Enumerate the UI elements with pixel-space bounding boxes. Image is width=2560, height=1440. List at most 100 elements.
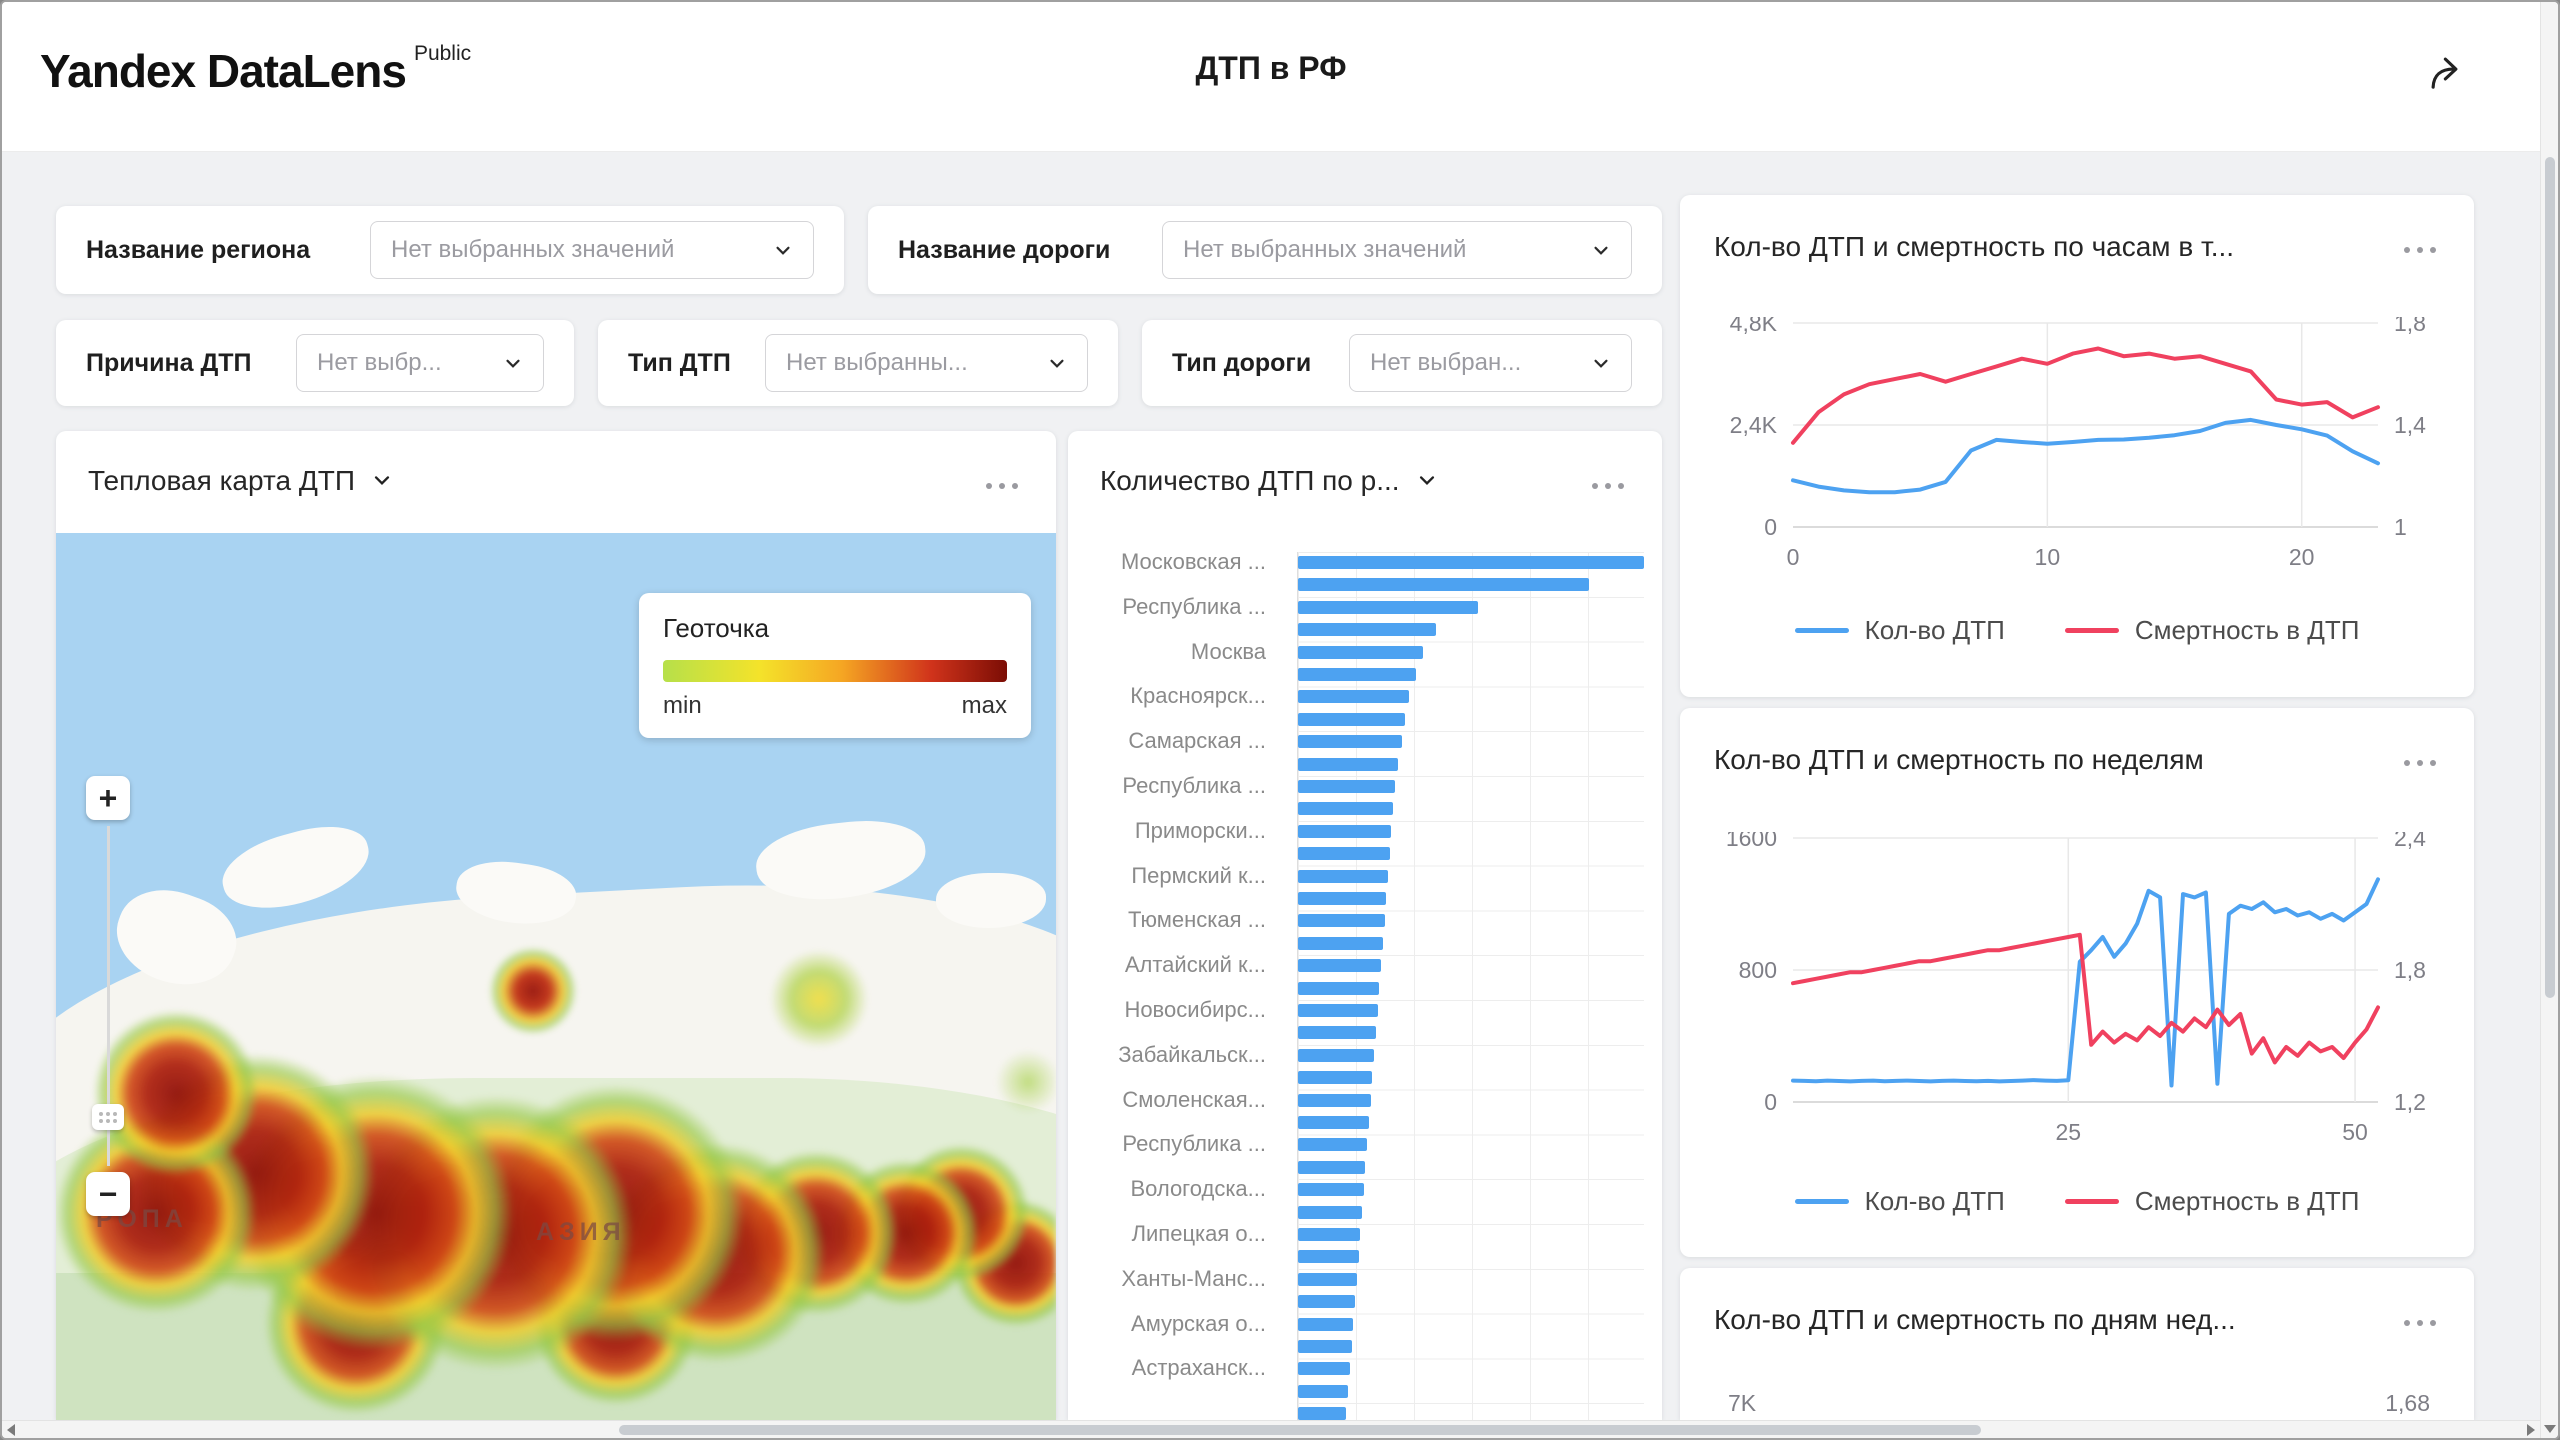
bar[interactable] xyxy=(1298,735,1402,749)
bar[interactable] xyxy=(1298,1160,1366,1174)
bar[interactable] xyxy=(1298,1272,1357,1286)
arrow-right-icon xyxy=(2527,1424,2535,1436)
zoom-out-button[interactable]: − xyxy=(86,1172,130,1216)
bar-category-label: Республика ... xyxy=(1122,1131,1266,1157)
bar[interactable] xyxy=(1298,1071,1373,1085)
road-type-select[interactable]: Нет выбран... xyxy=(1349,334,1632,392)
bar[interactable] xyxy=(1298,1317,1354,1331)
bar[interactable] xyxy=(1298,959,1382,973)
heatmap-card: Тепловая карта ДТП РОПА АЗИЯ Геоточка xyxy=(56,431,1056,1420)
vertical-scrollbar-thumb[interactable] xyxy=(2545,157,2555,998)
bar[interactable] xyxy=(1298,936,1383,950)
horizontal-scrollbar-thumb[interactable] xyxy=(619,1425,1981,1435)
bar[interactable] xyxy=(1298,578,1589,592)
bar[interactable] xyxy=(1298,1093,1371,1107)
vertical-scrollbar[interactable] xyxy=(2540,2,2558,1438)
accident-type-select[interactable]: Нет выбранны... xyxy=(765,334,1088,392)
bar[interactable] xyxy=(1298,1250,1359,1264)
bar[interactable] xyxy=(1298,914,1385,928)
bar[interactable] xyxy=(1298,847,1390,861)
legend-max-label: max xyxy=(961,692,1007,719)
bar[interactable] xyxy=(1298,981,1380,995)
hours-chart-menu-button[interactable] xyxy=(2398,241,2442,259)
bar[interactable] xyxy=(1298,1362,1350,1376)
chevron-down-icon xyxy=(374,476,390,486)
bar[interactable] xyxy=(1298,1183,1364,1197)
bar[interactable] xyxy=(1298,892,1387,905)
svg-text:50: 50 xyxy=(2342,1119,2368,1145)
bar[interactable] xyxy=(1298,690,1409,704)
weekday-chart-menu-button[interactable] xyxy=(2398,1314,2442,1332)
legend-item[interactable]: Смертность в ДТП xyxy=(2064,1186,2359,1217)
bar-plot-area[interactable] xyxy=(1297,552,1644,1420)
legend-item[interactable]: Кол-во ДТП xyxy=(1794,615,2005,646)
weekday-chart-card: Кол-во ДТП и смертность по дням нед... 7… xyxy=(1680,1268,2474,1420)
region-select[interactable]: Нет выбранных значений xyxy=(370,221,814,279)
bar-category-labels: Московская ... Республика ... Москва Красно… xyxy=(1068,552,1280,1420)
bar[interactable] xyxy=(1298,1384,1349,1398)
bar[interactable] xyxy=(1298,757,1399,771)
bar-chart-menu-button[interactable] xyxy=(1586,477,1630,495)
bar[interactable] xyxy=(1298,556,1644,569)
bar-chart-title-dropdown[interactable]: Количество ДТП по р... xyxy=(1100,465,1440,497)
legend-item[interactable]: Кол-во ДТП xyxy=(1794,1186,2005,1217)
map-label-asia: АЗИЯ xyxy=(536,1218,626,1246)
bar[interactable] xyxy=(1298,824,1392,838)
bar[interactable] xyxy=(1298,780,1395,793)
bar[interactable] xyxy=(1298,1340,1352,1353)
filter-label-road-type: Тип дороги xyxy=(1172,348,1312,377)
bar-chart-card: Количество ДТП по р... Московская ... Рес… xyxy=(1068,431,1662,1420)
legend-item[interactable]: Смертность в ДТП xyxy=(2064,615,2359,646)
weeks-chart-title-row: Кол-во ДТП и смертность по неделям xyxy=(1714,744,2204,776)
bar-category-label: Тюменская ... xyxy=(1128,907,1266,933)
bar[interactable] xyxy=(1298,869,1388,883)
scroll-left-button[interactable] xyxy=(2,1421,20,1438)
heatmap-title-dropdown[interactable]: Тепловая карта ДТП xyxy=(88,465,395,497)
chevron-down-icon xyxy=(1594,246,1608,255)
bar[interactable] xyxy=(1298,1048,1375,1062)
chevron-down-icon xyxy=(776,246,790,255)
bar[interactable] xyxy=(1298,802,1394,816)
bar[interactable] xyxy=(1298,1228,1361,1241)
weeks-line-chart[interactable]: 0 1,2 800 1,8 1600 2,4 25 50 xyxy=(1680,832,2474,1152)
arrow-left-icon xyxy=(7,1424,15,1436)
svg-text:0: 0 xyxy=(1764,1089,1777,1115)
bar[interactable] xyxy=(1298,645,1423,659)
bar[interactable] xyxy=(1298,668,1416,681)
weekday-right-axis-tick: 1,68 xyxy=(2385,1390,2430,1416)
zoom-slider-track[interactable] xyxy=(107,826,110,1166)
bar[interactable] xyxy=(1298,1407,1347,1420)
chevron-down-icon xyxy=(1594,359,1608,368)
zoom-slider-handle[interactable] xyxy=(92,1104,124,1130)
weeks-chart-card: Кол-во ДТП и смертность по неделям 0 1,2 8… xyxy=(1680,708,2474,1257)
legend-gradient-bar xyxy=(663,660,1007,682)
road-select[interactable]: Нет выбранных значений xyxy=(1162,221,1632,279)
legend-min-label: min xyxy=(663,692,702,719)
heatmap-menu-button[interactable] xyxy=(980,477,1024,495)
scroll-right-button[interactable] xyxy=(2522,1421,2540,1438)
bar-chart-title: Количество ДТП по р... xyxy=(1100,465,1400,496)
weeks-chart-menu-button[interactable] xyxy=(2398,754,2442,772)
bar[interactable] xyxy=(1298,600,1478,614)
bar[interactable] xyxy=(1298,1295,1356,1309)
hours-line-chart[interactable]: 0 1 2,4K 1,4 4,8K 1,8 0 10 20 xyxy=(1680,317,2474,577)
svg-text:20: 20 xyxy=(2289,544,2315,570)
horizontal-scrollbar[interactable] xyxy=(2,1420,2540,1438)
bar[interactable] xyxy=(1298,712,1406,726)
bar[interactable] xyxy=(1298,1205,1362,1219)
bar-category-label: Вологодска... xyxy=(1130,1176,1266,1202)
region-select-value: Нет выбранных значений xyxy=(391,236,675,263)
bar[interactable] xyxy=(1298,1004,1378,1017)
bar[interactable] xyxy=(1298,623,1437,637)
bar[interactable] xyxy=(1298,1138,1368,1152)
share-button[interactable] xyxy=(2424,50,2472,98)
cause-select[interactable]: Нет выбр... xyxy=(296,334,544,392)
zoom-in-button[interactable]: + xyxy=(86,776,130,820)
legend-label: Кол-во ДТП xyxy=(1864,1186,2005,1216)
bar[interactable] xyxy=(1298,1116,1369,1129)
bar-category-label: Республика ... xyxy=(1122,773,1266,798)
scroll-down-button[interactable] xyxy=(2541,1420,2558,1438)
heatmap-canvas[interactable]: РОПА АЗИЯ Геоточка min max + − xyxy=(56,533,1056,1420)
bar[interactable] xyxy=(1298,1026,1376,1040)
yandex-datalens-logo[interactable]: Yandex DataLens Public xyxy=(40,38,471,104)
